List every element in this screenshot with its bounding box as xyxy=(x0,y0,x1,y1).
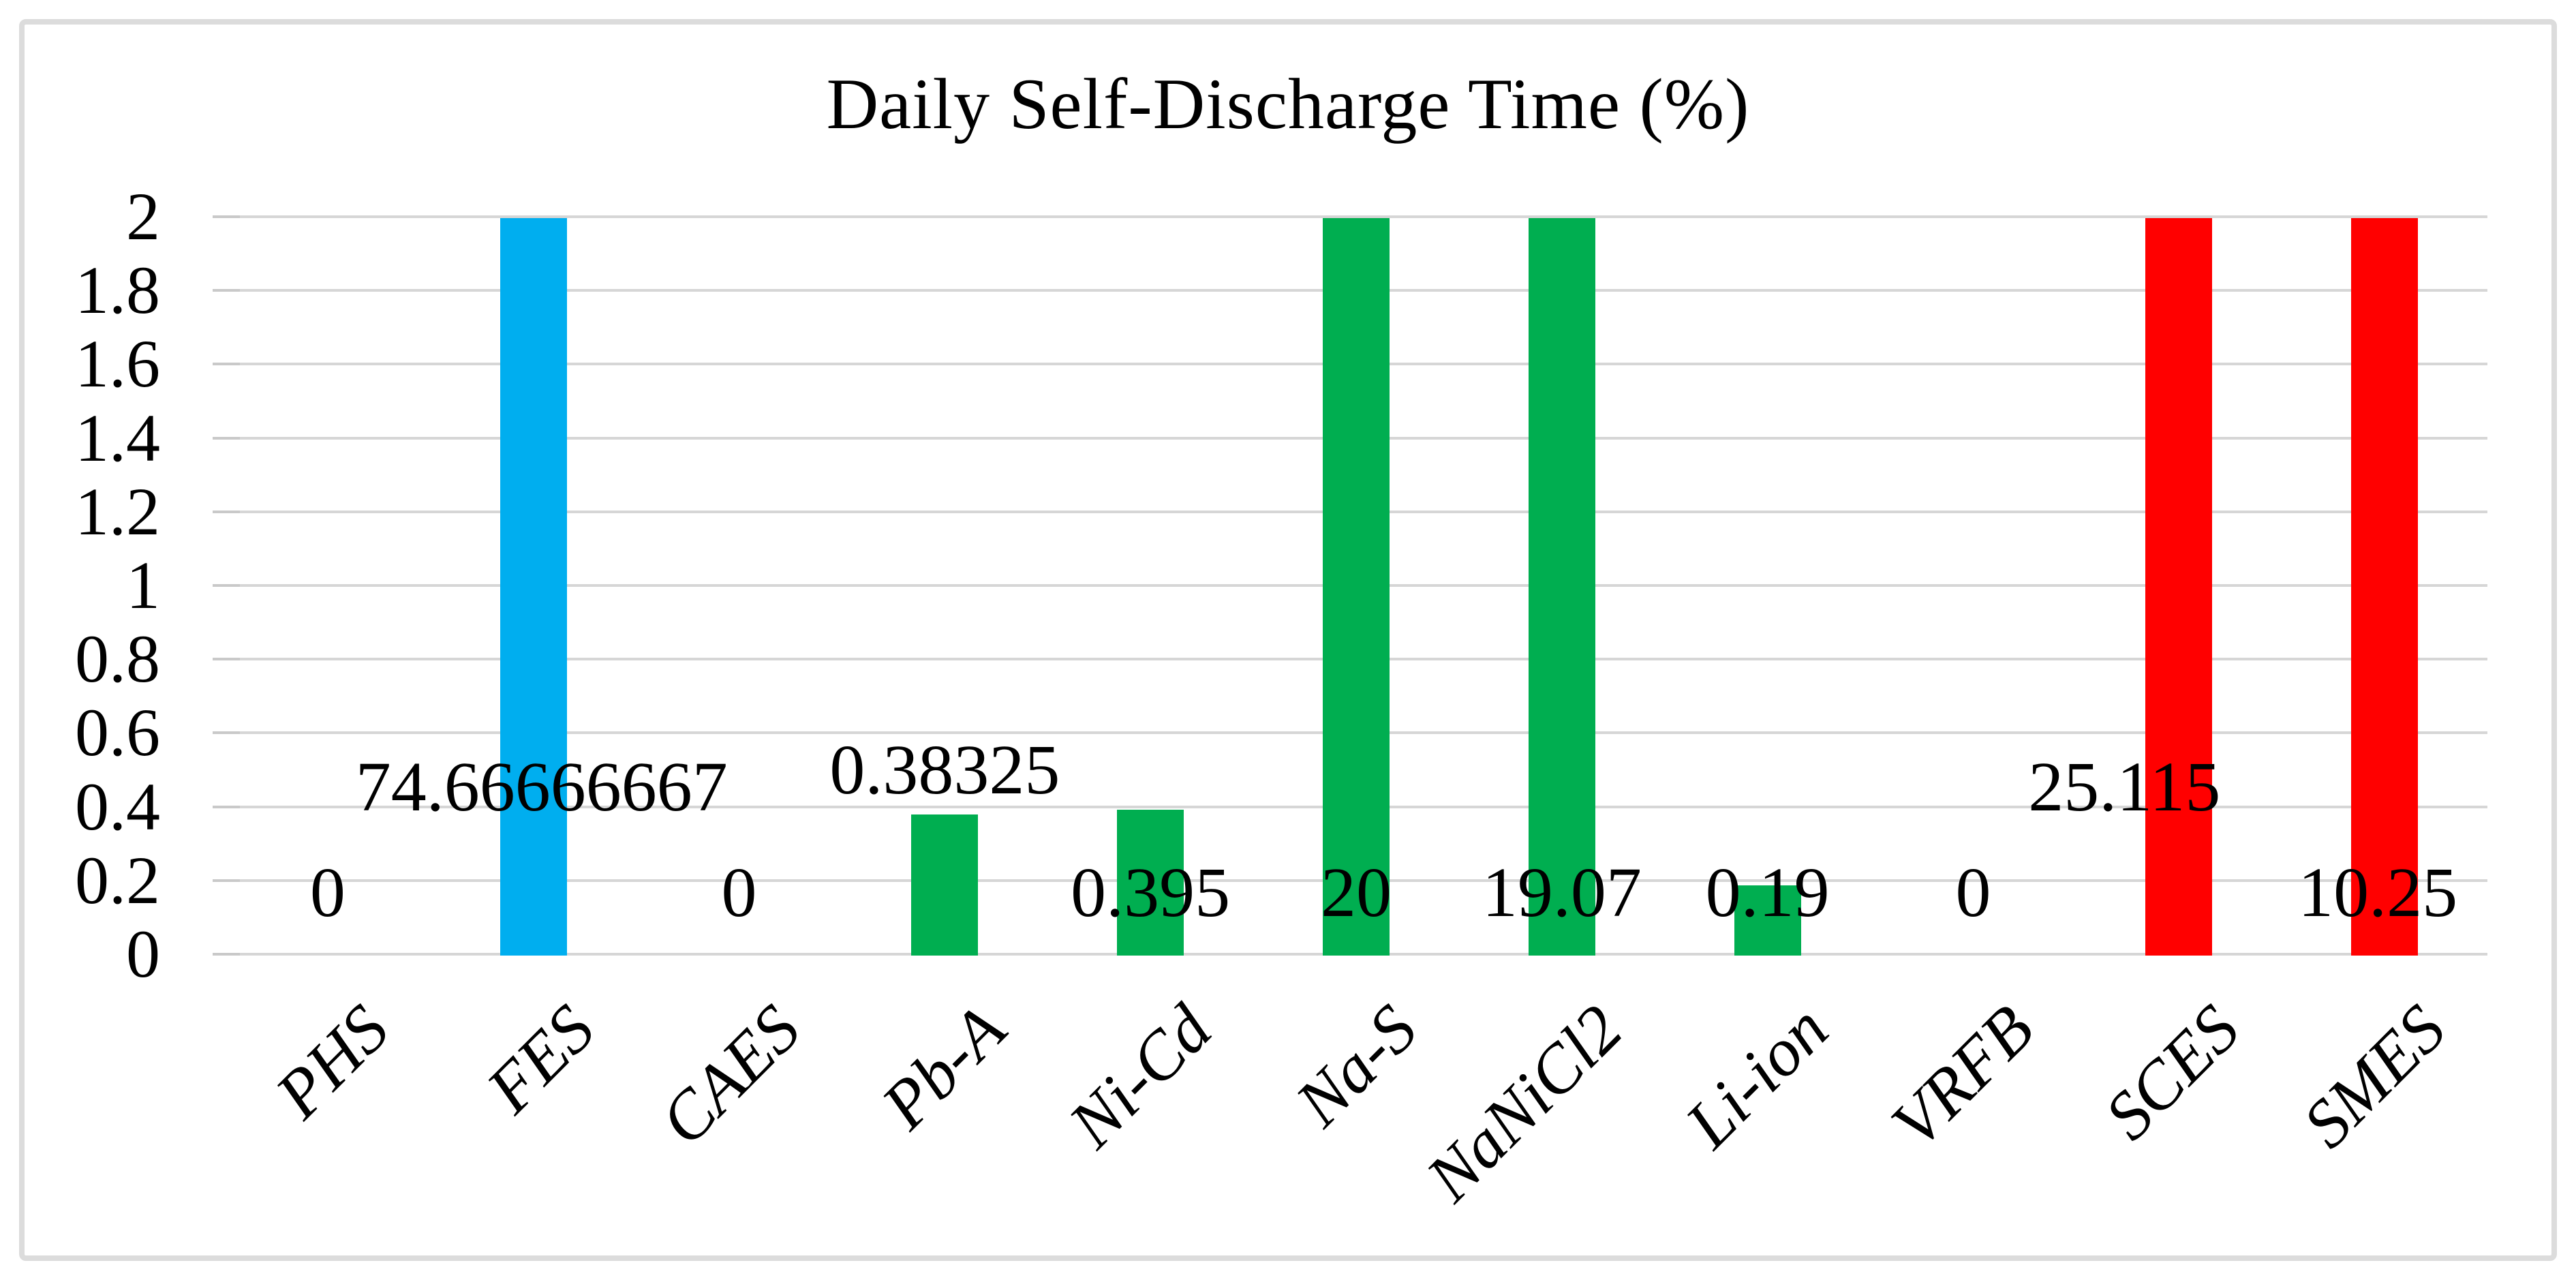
data-label-SCES: 25.115 xyxy=(2028,747,2221,826)
y-tick-mark-0.8 xyxy=(213,658,240,661)
bar-FES xyxy=(500,218,567,956)
y-tick-mark-1 xyxy=(213,584,240,587)
data-label-Ni-Cd: 0.395 xyxy=(1071,853,1231,932)
x-axis-label-SMES: SMES xyxy=(2288,990,2459,1162)
y-tick-label-1.8: 1.8 xyxy=(75,252,160,329)
x-axis-label-NaNiCl2: NaNiCl2 xyxy=(1411,990,1637,1216)
y-tick-label-0.2: 0.2 xyxy=(75,842,160,918)
y-tick-label-0: 0 xyxy=(126,916,160,992)
y-tick-mark-0.2 xyxy=(213,879,240,882)
y-tick-label-1: 1 xyxy=(126,547,160,623)
y-tick-mark-0.4 xyxy=(213,805,240,808)
y-tick-mark-2 xyxy=(213,215,240,218)
data-label-FES: 74.66666667 xyxy=(355,747,728,826)
data-label-PHS: 0 xyxy=(309,853,346,932)
y-tick-mark-1.2 xyxy=(213,510,240,513)
bar-Na-S xyxy=(1323,218,1390,956)
data-label-VRFB: 0 xyxy=(1955,853,1991,932)
x-axis-label-Ni-Cd: Ni-Cd xyxy=(1054,990,1226,1162)
y-tick-mark-0.6 xyxy=(213,731,240,735)
y-tick-label-1.2: 1.2 xyxy=(75,473,160,549)
data-label-Pb-A: 0.38325 xyxy=(829,731,1060,810)
y-tick-mark-1.4 xyxy=(213,436,240,440)
bar-Pb-A xyxy=(911,814,979,956)
gridline-2 xyxy=(225,215,2487,218)
x-axis-label-VRFB: VRFB xyxy=(1877,990,2049,1162)
bar-Li-ion xyxy=(1734,885,1801,956)
y-tick-mark-0 xyxy=(213,953,240,956)
x-axis-label-FES: FES xyxy=(472,990,609,1127)
data-label-Li-ion: 0.19 xyxy=(1705,853,1830,932)
data-label-NaNiCl2: 19.07 xyxy=(1482,853,1642,932)
y-tick-label-2: 2 xyxy=(126,179,160,254)
x-axis-label-Pb-A: Pb-A xyxy=(867,990,1020,1144)
data-label-SMES: 10.25 xyxy=(2298,853,2458,932)
bar-SCES xyxy=(2145,218,2213,956)
bar-Ni-Cd xyxy=(1117,810,1184,956)
bar-SMES xyxy=(2351,218,2419,956)
chart-title: Daily Self-Discharge Time (%) xyxy=(826,64,1750,144)
y-tick-label-1.4: 1.4 xyxy=(75,399,160,476)
data-label-CAES: 0 xyxy=(721,853,757,932)
bar-NaNiCl2 xyxy=(1528,218,1595,956)
y-tick-mark-1.6 xyxy=(213,363,240,366)
x-axis-label-Li-ion: Li-ion xyxy=(1671,990,1843,1162)
y-tick-label-0.8: 0.8 xyxy=(75,621,160,697)
x-axis-label-Na-S: Na-S xyxy=(1281,990,1431,1141)
y-tick-label-1.6: 1.6 xyxy=(75,326,160,402)
y-tick-label-0.4: 0.4 xyxy=(75,768,160,844)
data-label-Na-S: 20 xyxy=(1321,853,1392,932)
x-axis-label-SCES: SCES xyxy=(2090,990,2254,1154)
y-tick-mark-1.8 xyxy=(213,289,240,292)
y-tick-label-0.6: 0.6 xyxy=(75,695,160,771)
x-axis-label-PHS: PHS xyxy=(260,990,403,1133)
x-axis-label-CAES: CAES xyxy=(645,990,814,1159)
